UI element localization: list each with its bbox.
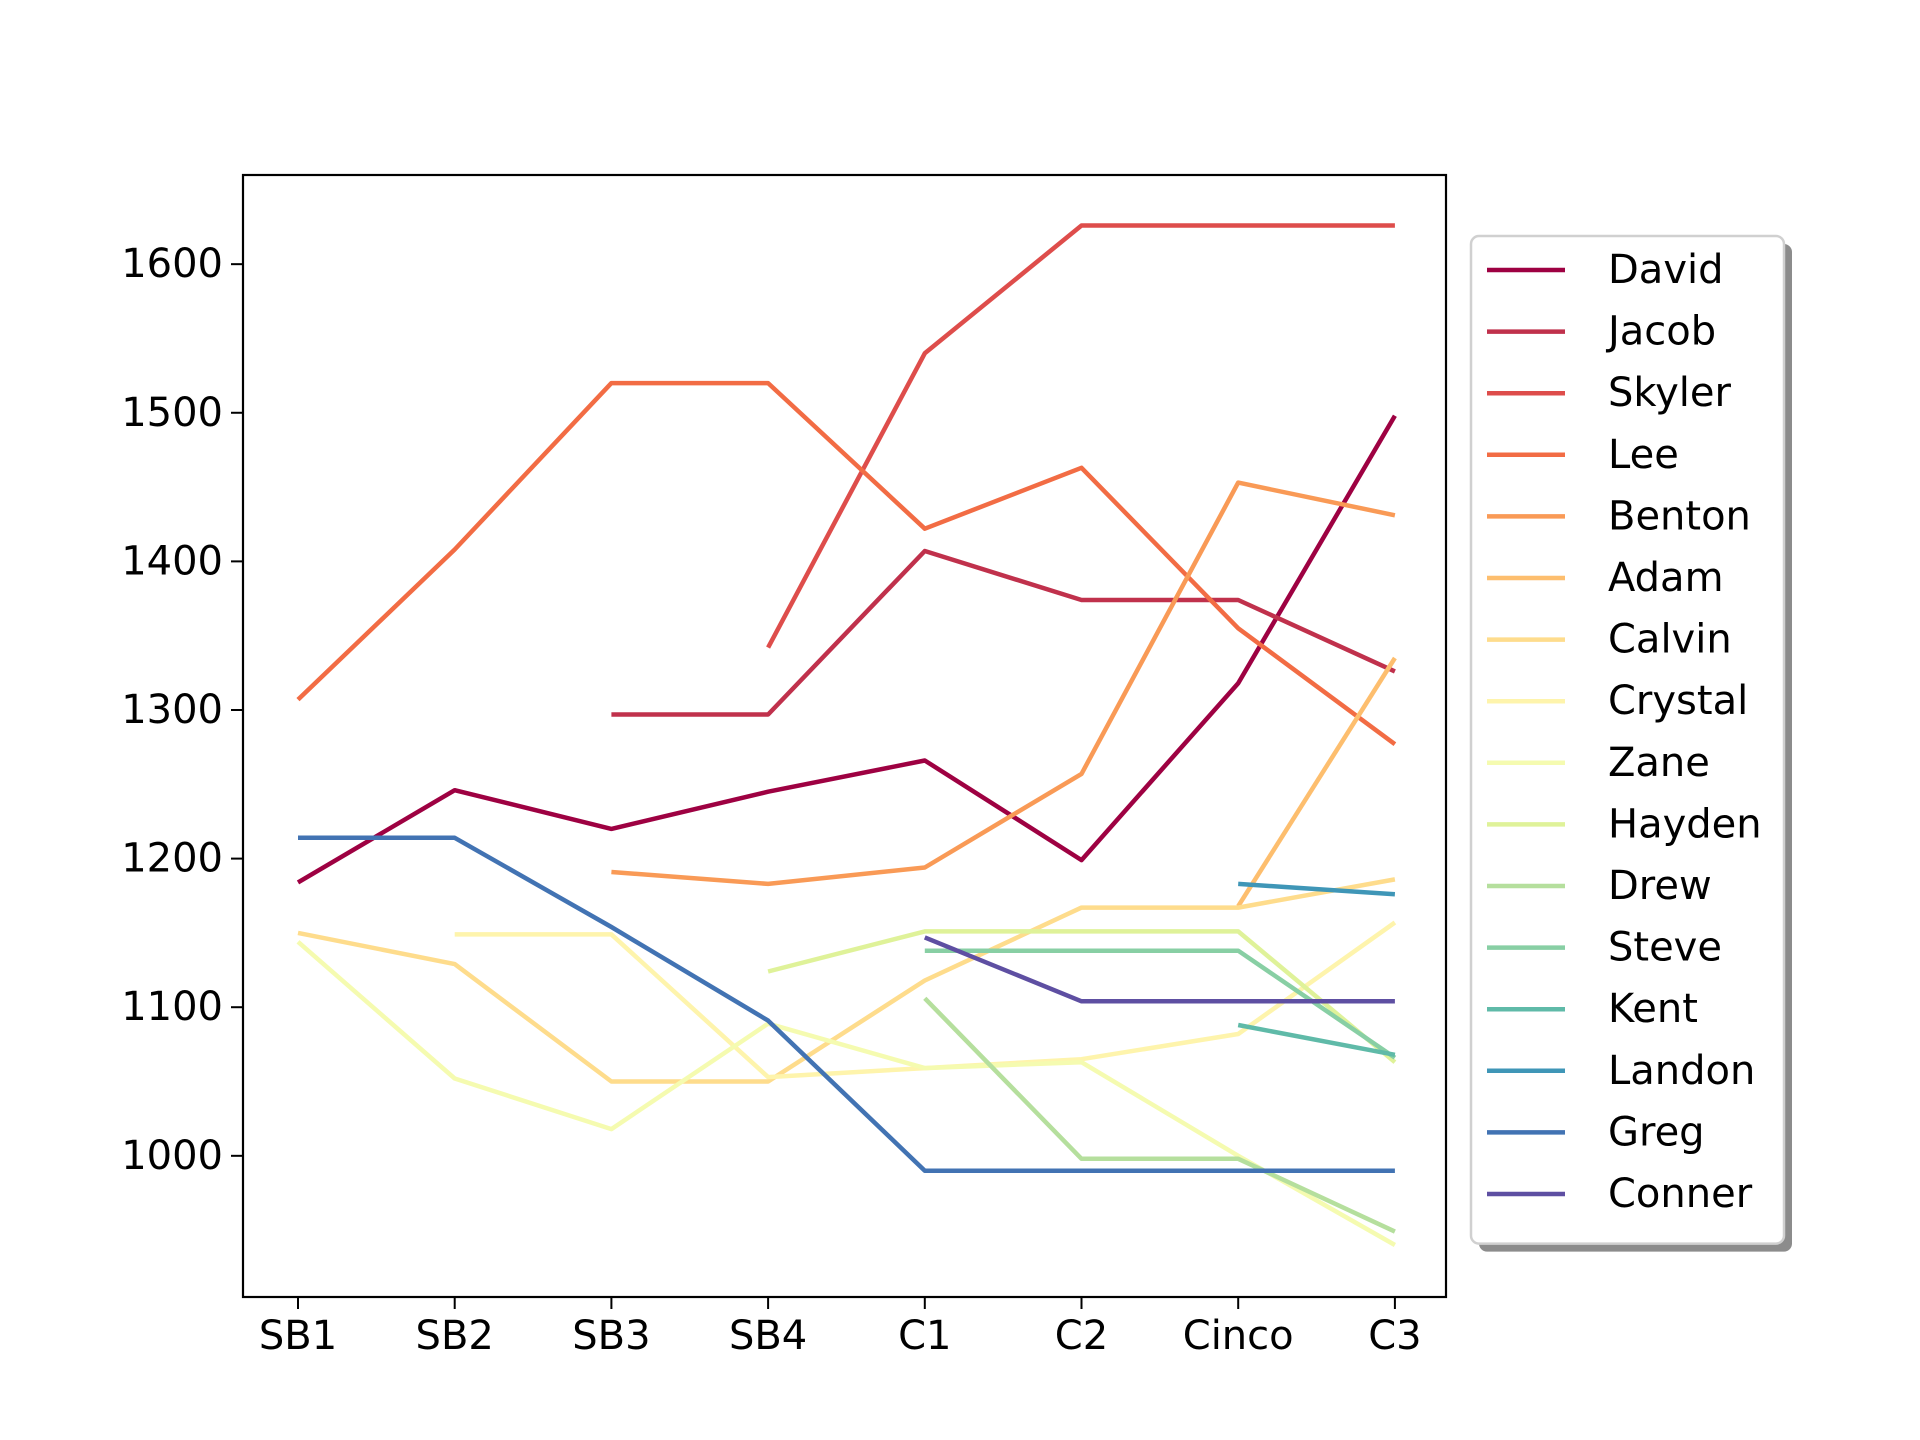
series-line-greg <box>298 835 1395 1173</box>
y-tick-label: 1000 <box>121 1133 223 1179</box>
y-tick-label: 1300 <box>121 687 223 733</box>
series-line-drew <box>923 996 1396 1234</box>
legend-label-greg: Greg <box>1608 1109 1705 1155</box>
series-line-landon <box>1238 881 1396 897</box>
series-line-jacob <box>611 548 1396 717</box>
y-tick-label: 1200 <box>121 836 223 882</box>
legend: David Jacob Skyler Lee Benton Adam Calvin Cryst… <box>1469 234 1792 1252</box>
series-line-conner <box>923 935 1395 1004</box>
y-tick-label: 1600 <box>121 241 223 287</box>
plot-frame <box>241 173 1448 1299</box>
x-tick-label: SB4 <box>729 1313 807 1359</box>
x-tick-label: SB3 <box>572 1313 650 1359</box>
legend-label-drew: Drew <box>1608 863 1712 909</box>
series-line-calvin <box>297 877 1396 1084</box>
series-layer <box>296 223 1397 1247</box>
legend-label-calvin: Calvin <box>1608 617 1732 663</box>
x-tick-label: C1 <box>898 1313 951 1359</box>
series-line-steve <box>924 948 1397 1060</box>
series-line-skyler <box>766 223 1395 649</box>
legend-label-crystal: Crystal <box>1608 678 1748 724</box>
x-tick-label: C2 <box>1055 1313 1108 1359</box>
series-line-hayden <box>767 929 1397 1064</box>
series-line-kent <box>1237 1022 1396 1058</box>
x-axis: SB1 SB2 SB3 SB4 C1 C2 Cinco C3 <box>259 1297 1422 1359</box>
x-tick-label: SB1 <box>259 1313 337 1359</box>
x-tick-label: SB2 <box>416 1313 494 1359</box>
y-tick-label: 1400 <box>121 538 223 584</box>
series-line-benton <box>611 480 1396 887</box>
series-line-lee <box>296 380 1397 747</box>
legend-label-zane: Zane <box>1608 740 1710 786</box>
legend-label-skyler: Skyler <box>1608 370 1732 416</box>
series-line-david <box>296 414 1397 885</box>
legend-label-hayden: Hayden <box>1608 801 1762 847</box>
series-line-zane <box>296 940 1397 1247</box>
legend-label-jacob: Jacob <box>1605 309 1716 355</box>
x-tick-label: C3 <box>1368 1313 1421 1359</box>
legend-label-benton: Benton <box>1608 493 1751 539</box>
legend-label-david: David <box>1608 247 1724 293</box>
legend-label-kent: Kent <box>1608 986 1698 1032</box>
legend-label-landon: Landon <box>1608 1048 1755 1094</box>
y-tick-label: 1100 <box>121 984 223 1030</box>
y-tick-label: 1500 <box>121 390 223 436</box>
legend-label-lee: Lee <box>1608 432 1679 478</box>
legend-label-conner: Conner <box>1608 1171 1753 1217</box>
legend-label-steve: Steve <box>1608 925 1722 971</box>
series-line-adam <box>1236 656 1397 908</box>
x-tick-label: Cinco <box>1183 1313 1294 1359</box>
legend-box <box>1469 234 1786 1245</box>
legend-label-adam: Adam <box>1608 555 1724 601</box>
y-axis: 1000 1100 1200 1300 1400 1500 1600 <box>121 241 243 1179</box>
